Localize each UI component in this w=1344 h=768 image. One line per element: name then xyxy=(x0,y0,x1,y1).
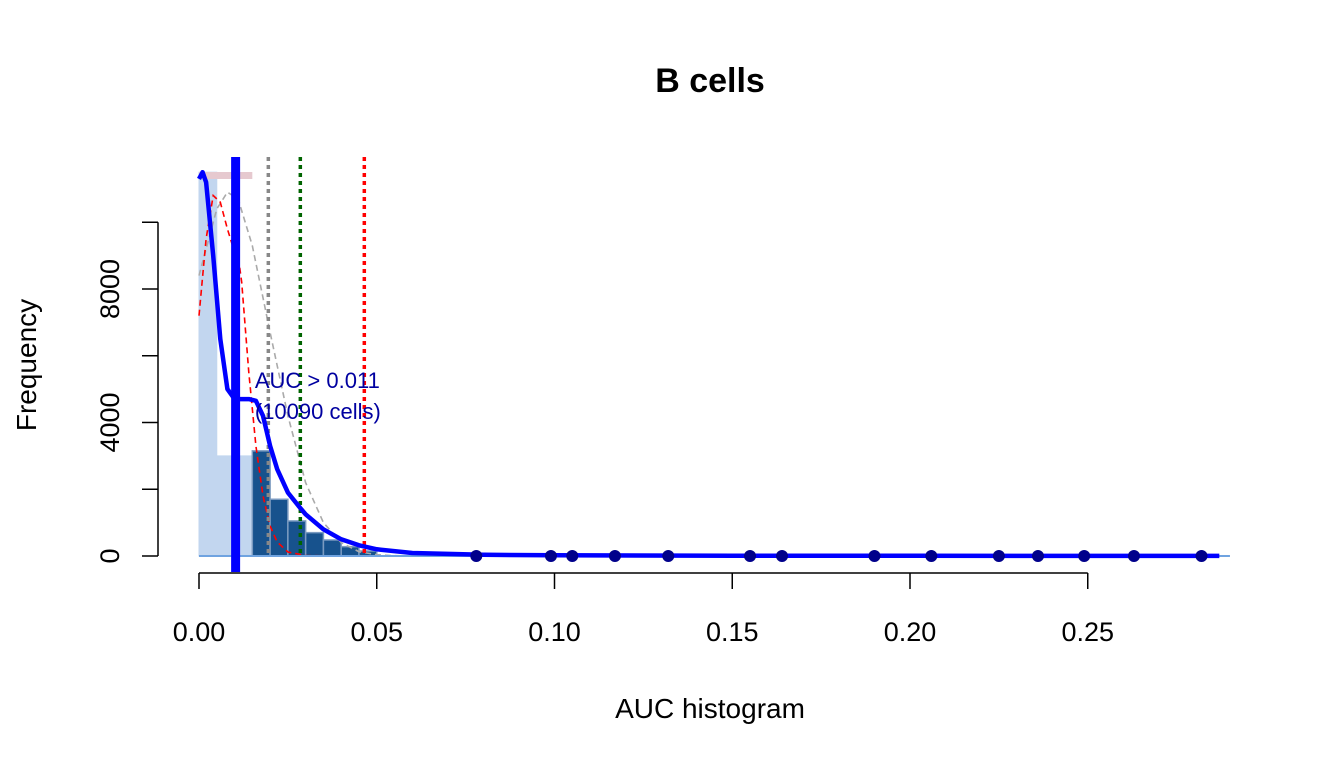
axes: 0.00 0.05 0.10 0.15 0.20 0.25 0 4000 8000 xyxy=(95,221,1114,647)
threshold-annotation-line1: AUC > 0.011 xyxy=(255,368,380,393)
y-tick-label-0: 0 xyxy=(95,548,125,563)
histogram-bar-6 xyxy=(304,531,325,557)
y-tick-label-4: 8000 xyxy=(95,259,125,319)
x-tick-label-4: 0.20 xyxy=(884,617,937,647)
histogram-bar-8 xyxy=(340,545,360,557)
red-fit-curve xyxy=(198,193,1220,557)
x-tick-label-2: 0.10 xyxy=(528,617,581,647)
plot-area: AUC > 0.011 (10090 cells) xyxy=(197,157,1230,572)
outlier-point-0 xyxy=(470,550,483,562)
threshold-annotation-line2: (10090 cells) xyxy=(255,399,381,424)
outlier-point-4 xyxy=(662,550,675,562)
histogram-bar-7 xyxy=(322,539,342,557)
outlier-point-2 xyxy=(566,550,579,562)
outlier-point-12 xyxy=(1127,550,1140,562)
outlier-point-1 xyxy=(544,550,557,562)
histogram-bar-5 xyxy=(287,520,307,557)
x-tick-label-5: 0.25 xyxy=(1061,617,1114,647)
outlier-point-9 xyxy=(992,550,1005,562)
outlier-point-8 xyxy=(925,550,938,562)
x-axis-label: AUC histogram xyxy=(615,693,805,724)
x-tick-label-3: 0.15 xyxy=(706,617,759,647)
y-tick-label-2: 4000 xyxy=(95,392,125,452)
outlier-point-10 xyxy=(1031,550,1044,562)
y-axis-label: Frequency xyxy=(11,299,42,431)
outlier-point-3 xyxy=(608,550,621,562)
outlier-point-13 xyxy=(1195,550,1208,562)
chart-title: B cells xyxy=(655,62,765,100)
outlier-point-5 xyxy=(744,550,757,562)
x-tick-label-1: 0.05 xyxy=(350,617,403,647)
density-curve xyxy=(197,169,1220,559)
outlier-point-11 xyxy=(1078,550,1091,562)
x-tick-label-0: 0.00 xyxy=(173,617,226,647)
outlier-point-6 xyxy=(776,550,789,562)
histogram-bar-4 xyxy=(269,498,289,557)
outlier-point-7 xyxy=(868,550,881,562)
histogram-bar-0 xyxy=(198,171,218,557)
